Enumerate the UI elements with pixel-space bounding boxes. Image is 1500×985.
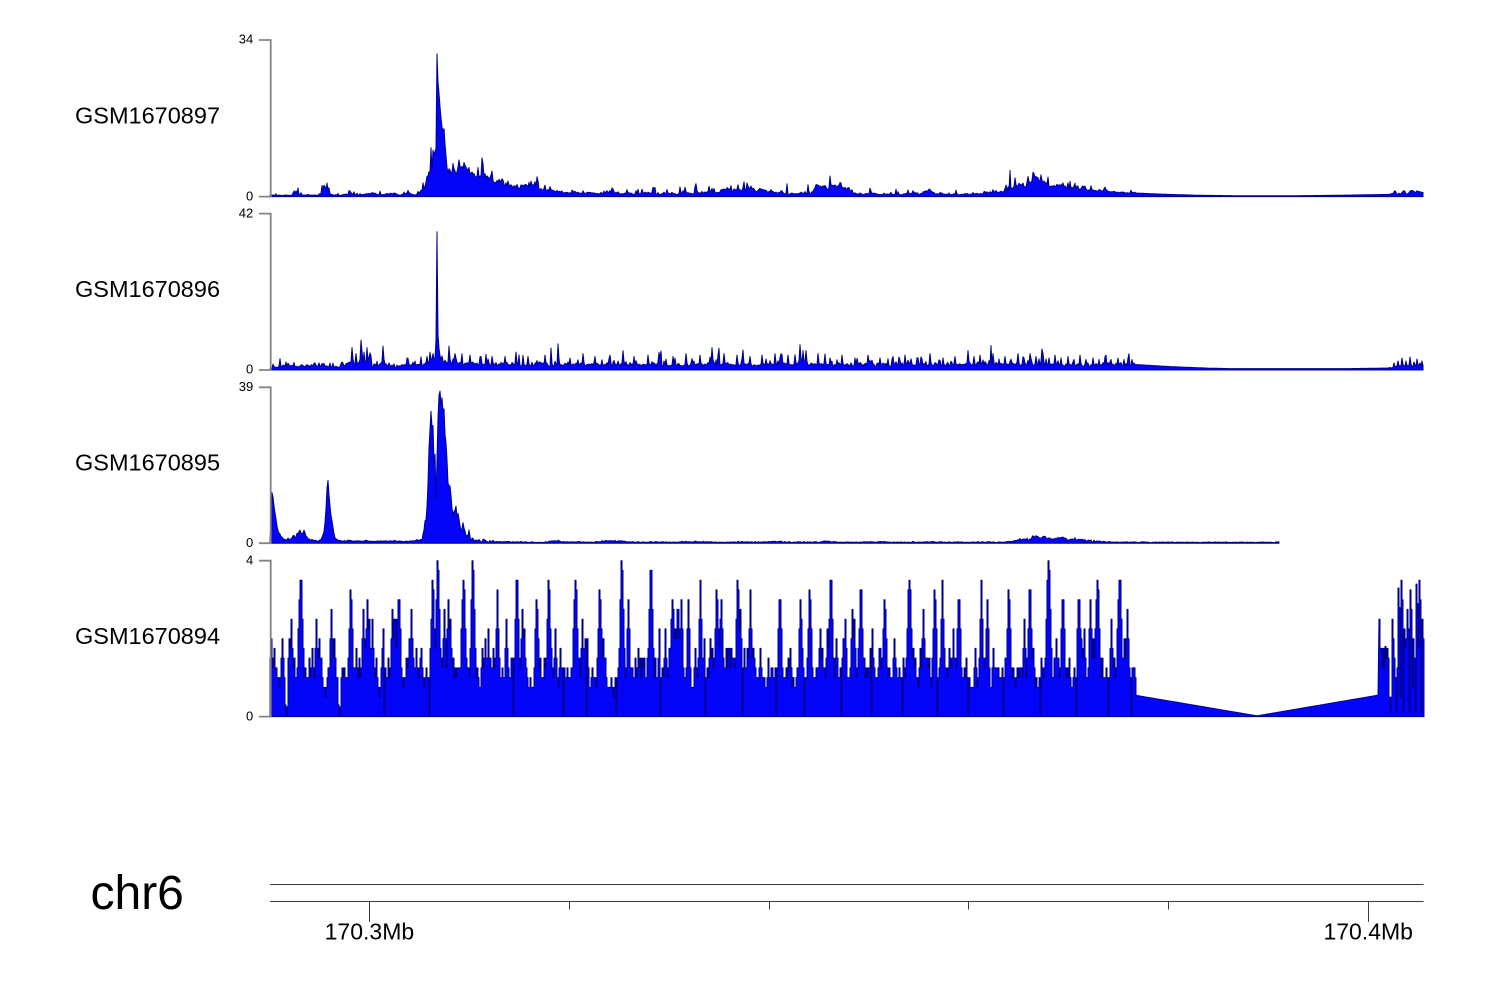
svg-text:34: 34 [239,32,253,47]
svg-text:chr6: chr6 [91,867,184,920]
svg-text:GSM1670897: GSM1670897 [75,103,220,129]
svg-text:39: 39 [239,379,253,394]
svg-text:0: 0 [246,188,253,203]
svg-text:0: 0 [246,708,253,723]
svg-text:0: 0 [246,535,253,550]
svg-text:GSM1670895: GSM1670895 [75,450,220,476]
svg-text:GSM1670896: GSM1670896 [75,276,220,302]
svg-text:170.4Mb: 170.4Mb [1323,918,1413,944]
svg-text:4: 4 [246,552,253,567]
svg-text:170.3Mb: 170.3Mb [325,918,415,944]
svg-text:42: 42 [239,205,253,220]
svg-text:GSM1670894: GSM1670894 [75,623,220,649]
svg-text:0: 0 [246,362,253,377]
